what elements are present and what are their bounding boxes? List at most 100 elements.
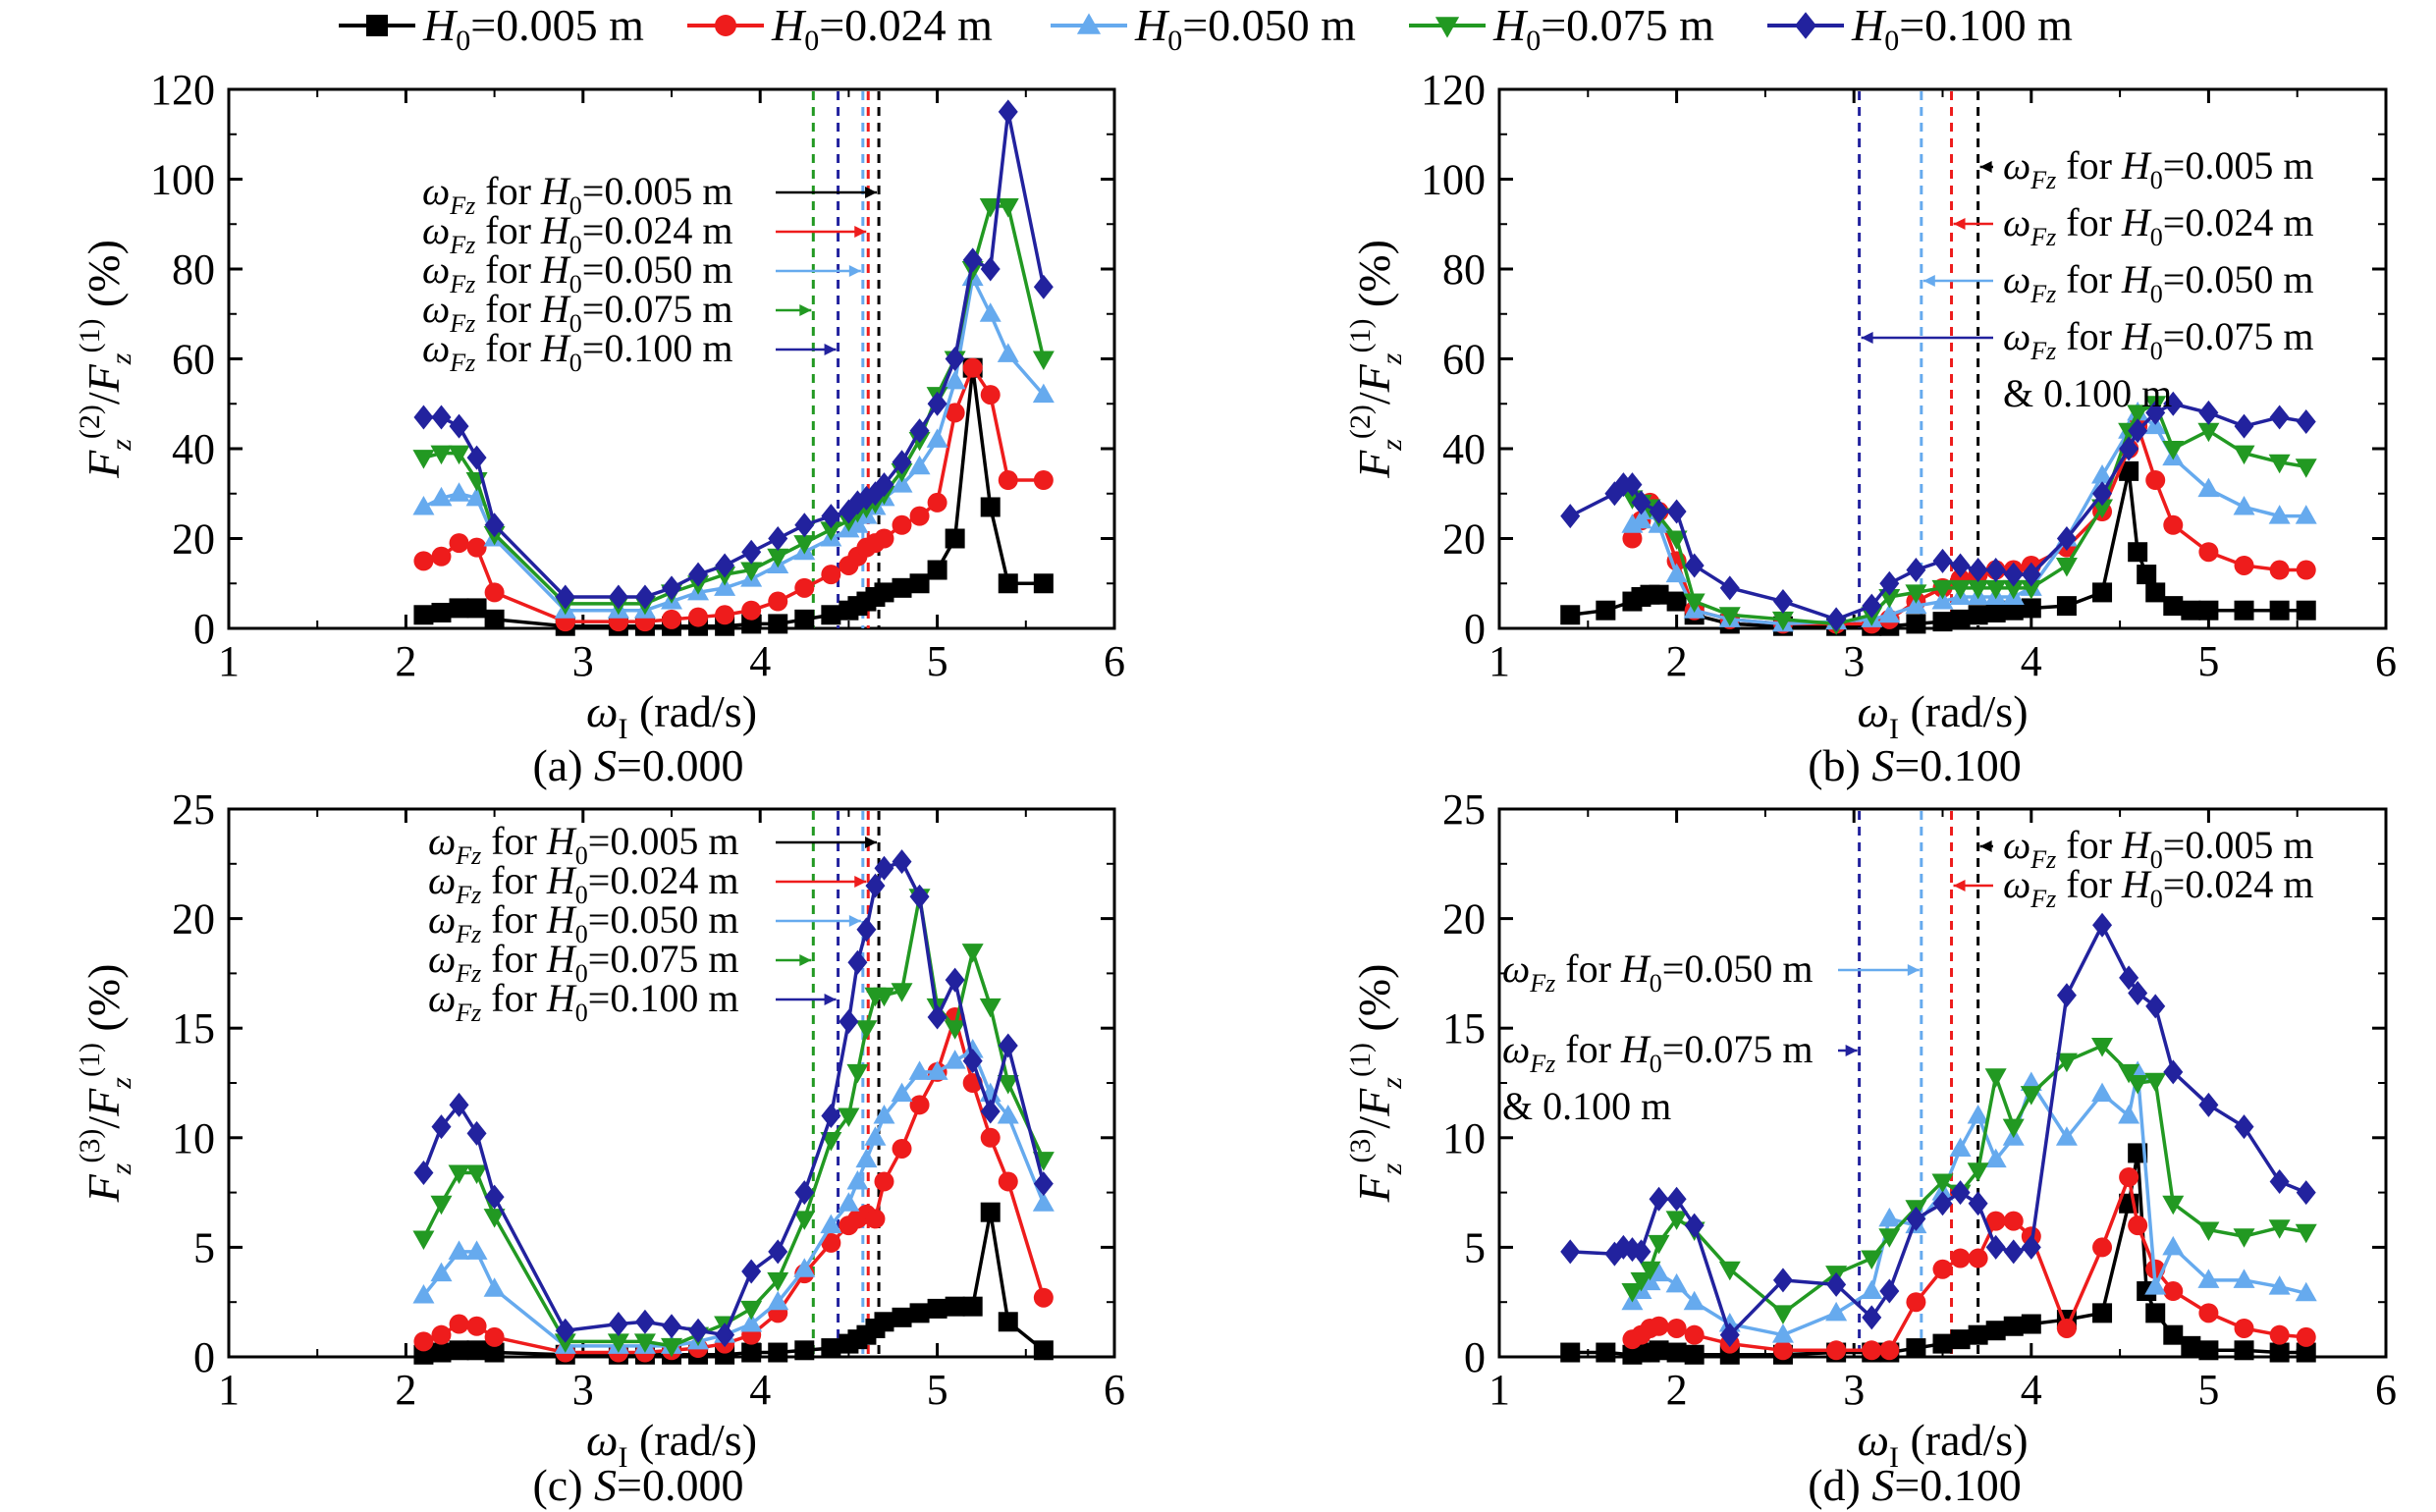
caption-s: S bbox=[594, 1460, 617, 1510]
legend-h: H bbox=[1851, 0, 1887, 50]
annot-h: H bbox=[1620, 946, 1651, 991]
annot-for: for bbox=[481, 897, 547, 942]
y-axis-slash: / bbox=[79, 392, 129, 405]
data-point bbox=[715, 1323, 735, 1348]
annot-h: H bbox=[540, 287, 571, 331]
series-line-2 bbox=[1631, 1070, 2307, 1337]
data-point bbox=[927, 1004, 947, 1030]
annotation-arrowhead-3 bbox=[799, 954, 812, 966]
data-point bbox=[944, 369, 966, 390]
data-point bbox=[1932, 612, 1953, 632]
data-point bbox=[688, 1318, 709, 1343]
y-tick-label: 120 bbox=[1421, 66, 1486, 114]
y-tick-label: 25 bbox=[172, 785, 215, 834]
series-line-0 bbox=[423, 365, 1044, 628]
data-point bbox=[909, 418, 930, 444]
data-point bbox=[430, 1262, 453, 1282]
data-point bbox=[944, 1050, 966, 1069]
y-tick-label: 100 bbox=[150, 156, 215, 204]
y-tick-label: 25 bbox=[1442, 785, 1486, 834]
x-tick-label: 1 bbox=[218, 637, 240, 685]
annot-value: =0.024 m bbox=[2163, 862, 2314, 906]
data-point bbox=[1967, 1162, 1989, 1182]
data-point bbox=[466, 1316, 487, 1336]
legend-sub: 0 bbox=[804, 25, 819, 57]
annot-for: for bbox=[1555, 1027, 1621, 1071]
data-point bbox=[2056, 526, 2077, 551]
data-point bbox=[448, 482, 470, 502]
data-point bbox=[2296, 1180, 2316, 1206]
data-point bbox=[821, 1338, 841, 1359]
data-point bbox=[821, 504, 841, 529]
data-point bbox=[2145, 1303, 2166, 1323]
x-axis-unit: (rad/s) bbox=[627, 1415, 757, 1465]
data-point bbox=[449, 1340, 469, 1361]
y-axis-z: z bbox=[1376, 439, 1408, 452]
panel-caption: (d) S=0.100 bbox=[1808, 1460, 2022, 1510]
y-axis-sup: (2) bbox=[1344, 405, 1377, 439]
data-point bbox=[430, 486, 453, 507]
data-point bbox=[2056, 983, 2077, 1008]
annot-fz: Fz bbox=[2030, 337, 2056, 365]
data-point bbox=[741, 1259, 762, 1284]
annotation-label-2: ωFz for H0=0.050 m bbox=[422, 247, 732, 298]
legend-marker-2 bbox=[1076, 13, 1102, 34]
data-point bbox=[997, 343, 1019, 362]
data-point bbox=[412, 1284, 435, 1304]
data-point bbox=[892, 450, 912, 475]
data-point bbox=[1862, 1305, 1882, 1330]
data-point bbox=[1906, 1338, 1926, 1359]
data-point bbox=[431, 602, 452, 622]
data-point bbox=[1950, 609, 1971, 629]
y-axis-unit: (%) bbox=[79, 240, 129, 318]
data-point bbox=[2145, 582, 2166, 603]
data-point bbox=[767, 1271, 789, 1292]
data-point bbox=[1666, 1318, 1687, 1338]
annot-for: for bbox=[475, 326, 541, 370]
annot-sub0: 0 bbox=[2150, 845, 2163, 874]
data-point bbox=[2162, 441, 2185, 460]
annot-h: H bbox=[2121, 200, 2152, 244]
data-point bbox=[945, 967, 965, 993]
data-point bbox=[2002, 579, 2025, 600]
series-3 bbox=[1621, 396, 2317, 635]
data-point bbox=[449, 533, 469, 554]
data-point bbox=[838, 1107, 860, 1127]
data-point bbox=[2003, 1239, 2024, 1265]
x-tick-label: 2 bbox=[395, 637, 416, 685]
annotation-arrowhead-2 bbox=[1922, 275, 1935, 287]
y-axis-unit: (%) bbox=[1349, 240, 1399, 318]
data-point bbox=[634, 1309, 655, 1334]
caption-value: =0.000 bbox=[617, 1460, 743, 1510]
data-point bbox=[2091, 1082, 2114, 1103]
annot-sub0: 0 bbox=[2150, 280, 2163, 308]
data-point bbox=[980, 497, 1001, 517]
data-point bbox=[1719, 1323, 1740, 1348]
y-tick-label: 80 bbox=[1442, 245, 1486, 294]
annotation-arrowhead-3 bbox=[799, 304, 812, 316]
caption-prefix: (a) bbox=[532, 740, 594, 790]
data-point bbox=[2181, 600, 2201, 621]
y-tick-label: 20 bbox=[1442, 895, 1486, 944]
data-point bbox=[662, 575, 681, 601]
data-point bbox=[1861, 1250, 1883, 1270]
data-point bbox=[821, 1232, 841, 1253]
annot-for: for bbox=[481, 858, 547, 902]
data-point bbox=[2234, 1340, 2254, 1361]
annot-fz: Fz bbox=[455, 959, 481, 988]
data-point bbox=[945, 528, 965, 549]
data-point bbox=[1772, 1340, 1793, 1361]
annotation-label-3: ωFz for H0=0.075 m bbox=[1502, 1027, 1813, 1078]
annot-for: for bbox=[481, 819, 547, 863]
x-tick-label: 2 bbox=[1666, 637, 1688, 685]
x-tick-label: 3 bbox=[1843, 1366, 1865, 1414]
annot-omega: ω bbox=[1502, 946, 1530, 991]
data-point bbox=[909, 884, 930, 909]
y-tick-label: 5 bbox=[1464, 1223, 1486, 1271]
data-point bbox=[2163, 1059, 2184, 1085]
data-point bbox=[892, 1307, 912, 1327]
annotation-label-4: ωFz for H0=0.100 m bbox=[422, 326, 732, 377]
annot-omega: ω bbox=[422, 287, 450, 331]
data-point bbox=[1772, 1268, 1793, 1293]
